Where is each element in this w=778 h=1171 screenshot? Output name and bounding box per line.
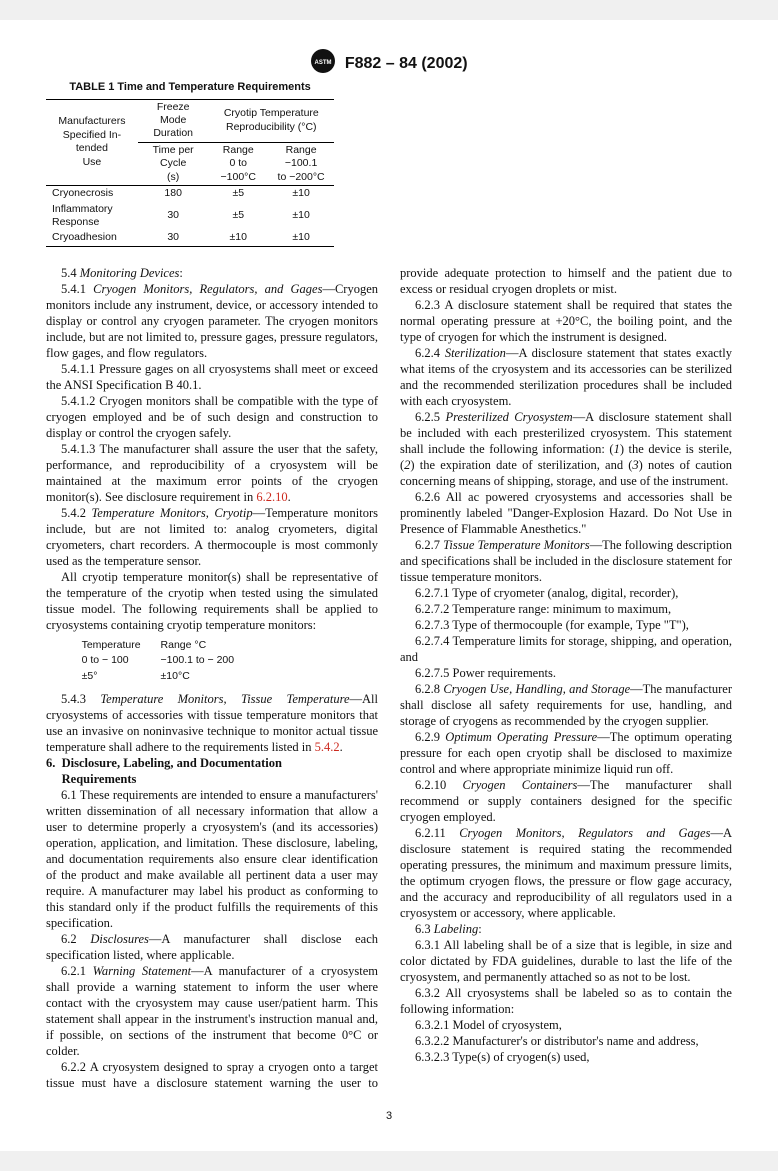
mini-table-wrap: TemperatureRange °C 0 to − 100−100.1 to … <box>46 637 378 685</box>
para-6-1: 6.1 These requirements are intended to e… <box>46 787 378 931</box>
link-5-4-2[interactable]: 5.4.2 <box>315 740 340 754</box>
link-6-2-10[interactable]: 6.2.10 <box>256 490 287 504</box>
table1-wrap: TABLE 1 Time and Temperature Requirement… <box>46 80 732 246</box>
para-6-2-11: 6.2.11 Cryogen Monitors, Regulators and … <box>400 825 732 921</box>
para-6-2-7: 6.2.7 Tissue Temperature Monitors—The fo… <box>400 537 732 585</box>
col-range2: Range−100.1to −200°C <box>268 142 334 185</box>
para-5-4-2: 5.4.2 Temperature Monitors, Cryotip—Temp… <box>46 505 378 569</box>
para-5-4-1-1: 5.4.1.1 Pressure gages on all cryosystem… <box>46 361 378 393</box>
col-cryotip: Cryotip Temperature Reproducibility (°C) <box>208 99 334 142</box>
section-6-heading: 6. Disclosure, Labeling, and Documentati… <box>46 755 378 787</box>
para-6-3-2: 6.3.2 All cryosystems shall be labeled s… <box>400 985 732 1017</box>
para-6-2-5: 6.2.5 Presterilized Cryosystem—A disclos… <box>400 409 732 489</box>
para-5-4: 5.4 Monitoring Devices: <box>46 265 378 281</box>
col-range1: Range0 to−100°C <box>208 142 268 185</box>
para-6-2: 6.2 Disclosures—A manufacturer shall dis… <box>46 931 378 963</box>
page-number: 3 <box>46 1109 732 1123</box>
table1: Manufacturers Specified In- tended Use F… <box>46 99 334 247</box>
para-6-2-6: 6.2.6 All ac powered cryosystems and acc… <box>400 489 732 537</box>
para-6-2-3: 6.2.3 A disclosure statement shall be re… <box>400 297 732 345</box>
para-6-2-8: 6.2.8 Cryogen Use, Handling, and Storage… <box>400 681 732 729</box>
page: ASTM F882 – 84 (2002) TABLE 1 Time and T… <box>0 20 778 1151</box>
mini-table: TemperatureRange °C 0 to − 100−100.1 to … <box>80 637 255 685</box>
para-6-2-1: 6.2.1 Warning Statement—A manufacturer o… <box>46 963 378 1059</box>
para-6-3-2-1: 6.3.2.1 Model of cryosystem, <box>400 1017 732 1033</box>
para-5-4-2b: All cryotip temperature monitor(s) shall… <box>46 569 378 633</box>
col-manufacturers: Manufacturers Specified In- tended Use <box>46 99 138 186</box>
table-row: Cryonecrosis 180 ±5 ±10 <box>46 186 334 202</box>
para-6-2-7-2: 6.2.7.2 Temperature range: minimum to ma… <box>400 601 732 617</box>
para-6-2-7-4: 6.2.7.4 Temperature limits for storage, … <box>400 633 732 665</box>
para-5-4-1-3: 5.4.1.3 The manufacturer shall assure th… <box>46 441 378 505</box>
masthead: ASTM F882 – 84 (2002) <box>46 48 732 74</box>
table-row: Cryoadhesion 30 ±10 ±10 <box>46 230 334 246</box>
table1-title: TABLE 1 Time and Temperature Requirement… <box>46 80 334 94</box>
para-5-4-3: 5.4.3 Temperature Monitors, Tissue Tempe… <box>46 691 378 755</box>
para-6-3-1: 6.3.1 All labeling shall be of a size th… <box>400 937 732 985</box>
para-6-3: 6.3 Labeling: <box>400 921 732 937</box>
para-6-2-9: 6.2.9 Optimum Operating Pressure—The opt… <box>400 729 732 777</box>
para-6-2-7-5: 6.2.7.5 Power requirements. <box>400 665 732 681</box>
para-6-2-7-1: 6.2.7.1 Type of cryometer (analog, digit… <box>400 585 732 601</box>
body-columns: 5.4 Monitoring Devices: 5.4.1 Cryogen Mo… <box>46 265 732 1091</box>
para-5-4-1: 5.4.1 Cryogen Monitors, Regulators, and … <box>46 281 378 361</box>
para-6-2-4: 6.2.4 Sterilization—A disclosure stateme… <box>400 345 732 409</box>
svg-text:ASTM: ASTM <box>315 60 332 66</box>
col-freeze: Freeze Mode Duration <box>138 99 209 142</box>
para-5-4-1-2: 5.4.1.2 Cryogen monitors shall be compat… <box>46 393 378 441</box>
astm-logo-icon: ASTM <box>310 48 336 74</box>
table-row: Inflammatory Response 30 ±5 ±10 <box>46 202 334 231</box>
para-6-2-10: 6.2.10 Cryogen Containers—The manufactur… <box>400 777 732 825</box>
para-6-2-7-3: 6.2.7.3 Type of thermocouple (for exampl… <box>400 617 732 633</box>
designation: F882 – 84 (2002) <box>345 55 468 72</box>
col-tpc: Time per Cycle(s) <box>138 142 209 185</box>
para-6-3-2-3: 6.3.2.3 Type(s) of cryogen(s) used, <box>400 1049 732 1065</box>
